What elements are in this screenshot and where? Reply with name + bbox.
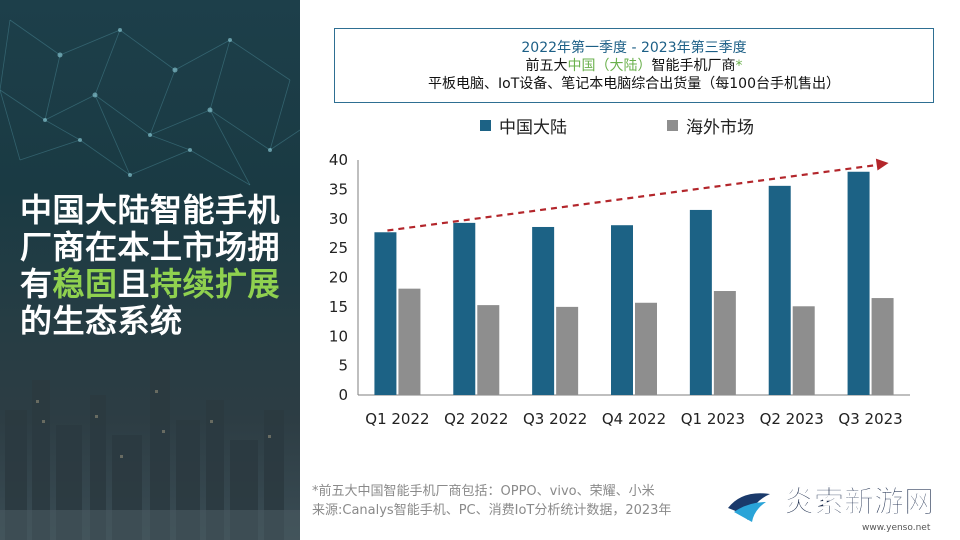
x-tick-label: Q3 2022 xyxy=(523,410,587,428)
chart-metric: 平板电脑、IoT设备、笔记本电脑综合出货量（每100台手机售出） xyxy=(428,76,840,92)
headline: 中国大陆智能手机 厂商在本土市场拥 有稳固且持续扩展 的生态系统 xyxy=(20,192,300,340)
y-tick-label: 20 xyxy=(329,269,348,287)
y-tick-label: 15 xyxy=(329,298,348,316)
x-tick-label: Q3 2023 xyxy=(838,410,902,428)
chart-legend: 中国大陆 海外市场 xyxy=(480,113,754,138)
footnote: *前五大中国智能手机厂商包括：OPPO、vivo、荣耀、小米 来源:Canaly… xyxy=(312,482,752,520)
legend-label-overseas: 海外市场 xyxy=(686,117,754,138)
bar-mainland xyxy=(768,185,791,395)
chart-subject-highlight: 中国（大陆） xyxy=(567,58,652,74)
chart-subject-text: 前五大 xyxy=(525,58,568,74)
y-tick-label: 25 xyxy=(329,239,348,257)
headline-highlight-stable: 稳固 xyxy=(52,265,118,303)
bar-overseas xyxy=(556,306,579,395)
y-tick-label: 30 xyxy=(329,210,348,228)
bar-mainland xyxy=(689,209,712,395)
trend-arrow-head xyxy=(875,158,889,171)
footnote-source: 来源:Canalys智能手机、PC、消费IoT分析统计数据，2023年 xyxy=(312,503,672,518)
chart-subject-asterisk: * xyxy=(735,58,743,74)
watermark-url: www.yenso.net xyxy=(862,523,931,533)
bar-overseas xyxy=(792,306,815,395)
bar-overseas xyxy=(398,288,421,395)
bar-overseas xyxy=(871,298,894,395)
chart-title-box: 2022年第一季度 - 2023年第三季度 前五大中国（大陆）智能手机厂商* 平… xyxy=(334,28,934,103)
x-tick-label: Q2 2023 xyxy=(760,410,824,428)
legend-swatch-mainland xyxy=(480,119,491,131)
y-tick-label: 5 xyxy=(338,357,348,375)
chart-period: 2022年第一季度 - 2023年第三季度 xyxy=(521,40,747,56)
bar-overseas xyxy=(635,302,657,395)
headline-text: 有 xyxy=(20,265,53,303)
city-skyline-graphic xyxy=(0,370,300,540)
headline-line-2: 厂商在本土市场拥 xyxy=(20,228,281,266)
x-tick-label: Q1 2022 xyxy=(365,410,429,428)
legend-item-overseas: 海外市场 xyxy=(667,113,754,138)
trend-arrow-line xyxy=(387,163,881,232)
bar-overseas xyxy=(477,305,500,395)
y-tick-label: 35 xyxy=(329,180,348,198)
headline-highlight-expand: 持续扩展 xyxy=(150,265,281,303)
watermark-logo: 炎索新游网 www.yenso.net xyxy=(724,478,934,533)
watermark-text: 炎索新游网 xyxy=(784,485,934,520)
x-tick-label: Q1 2023 xyxy=(681,410,745,428)
left-hero-panel: 中国大陆智能手机 厂商在本土市场拥 有稳固且持续扩展 的生态系统 xyxy=(0,0,300,540)
bar-mainland xyxy=(453,222,476,395)
legend-item-mainland: 中国大陆 xyxy=(480,113,567,138)
footnote-vendors: *前五大中国智能手机厂商包括：OPPO、vivo、荣耀、小米 xyxy=(312,484,655,499)
bar-overseas xyxy=(713,291,736,395)
headline-text: 且 xyxy=(117,265,151,303)
legend-label-mainland: 中国大陆 xyxy=(499,117,567,138)
chart-subject-text: 智能手机厂商 xyxy=(651,58,736,74)
headline-line-1: 中国大陆智能手机 xyxy=(20,191,281,229)
x-tick-label: Q2 2022 xyxy=(444,410,508,428)
bar-mainland xyxy=(847,171,870,395)
headline-line-3: 有稳固且持续扩展 xyxy=(20,266,300,303)
y-tick-label: 40 xyxy=(329,151,348,169)
legend-swatch-overseas xyxy=(667,119,678,131)
x-tick-label: Q4 2022 xyxy=(602,410,666,428)
y-tick-label: 0 xyxy=(338,386,348,404)
bar-mainland xyxy=(611,225,633,395)
bar-mainland xyxy=(374,232,397,395)
chart-subject: 前五大中国（大陆）智能手机厂商* xyxy=(335,57,933,75)
bar-chart: 0 5 10 15 20 25 30 35 40 Q1 2022 Q2 2022 Q3 2022 Q4 … xyxy=(329,151,910,428)
headline-line-4: 的生态系统 xyxy=(20,302,183,340)
network-background-graphic xyxy=(0,19,300,186)
watermark-logo-icon xyxy=(734,502,766,522)
y-tick-label: 10 xyxy=(329,327,348,345)
bar-mainland xyxy=(532,226,555,395)
